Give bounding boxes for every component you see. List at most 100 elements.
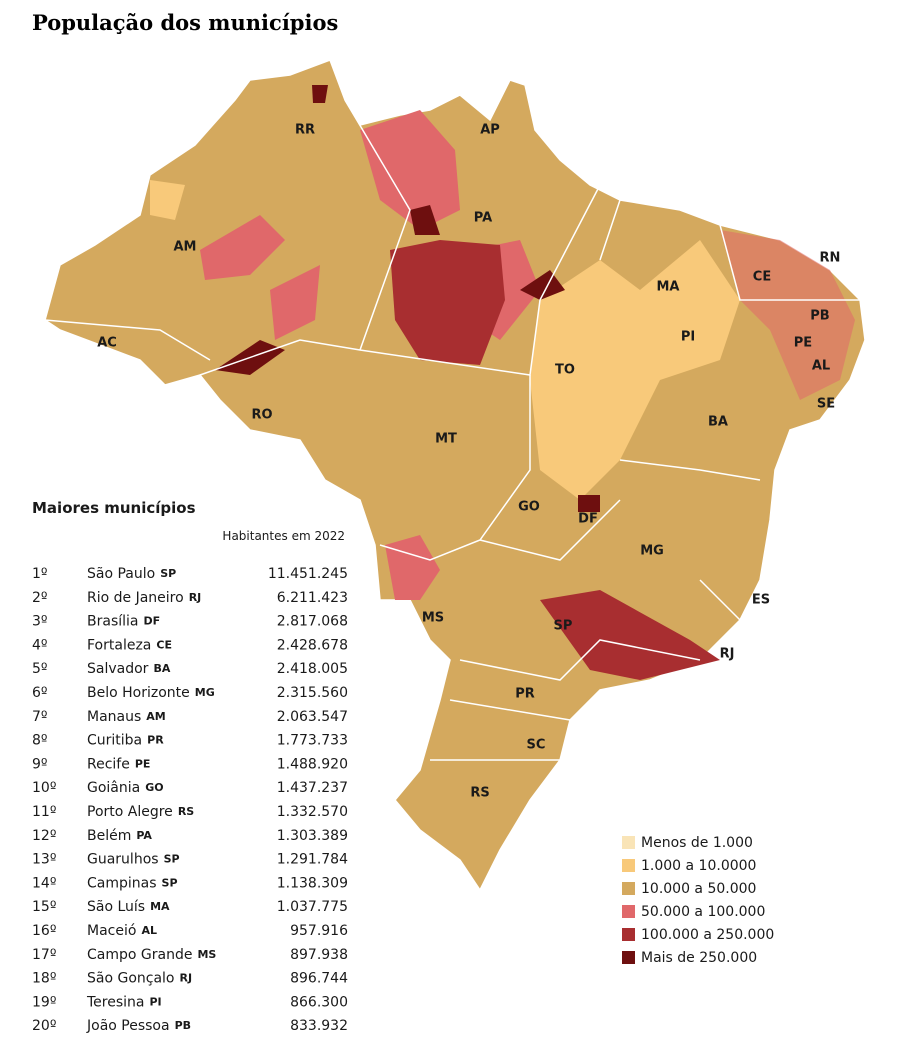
state-label: RJ bbox=[720, 647, 735, 662]
city-name: Salvador bbox=[87, 661, 149, 677]
state-label: RO bbox=[251, 408, 272, 423]
city-name: Recife bbox=[87, 756, 130, 772]
state-code: MA bbox=[150, 900, 170, 913]
state-code: AL bbox=[141, 924, 157, 937]
rank: 20º bbox=[32, 1018, 56, 1034]
state-label: MS bbox=[422, 611, 444, 626]
legend-label: Mais de 250.000 bbox=[641, 950, 757, 966]
darkred-area bbox=[390, 240, 505, 365]
state-code: PB bbox=[175, 1019, 191, 1032]
population: 1.488.920 bbox=[277, 756, 348, 772]
rank: 19º bbox=[32, 994, 56, 1010]
city-name: Campinas bbox=[87, 875, 157, 891]
state-code: PA bbox=[136, 829, 152, 842]
population: 1.303.389 bbox=[277, 828, 348, 844]
rank: 6º bbox=[32, 685, 48, 701]
city-name: Guarulhos bbox=[87, 852, 159, 868]
city: Fortaleza CE bbox=[87, 637, 172, 653]
light-area bbox=[150, 180, 185, 220]
state-label: GO bbox=[518, 500, 540, 515]
state-code: RJ bbox=[180, 972, 193, 985]
population: 866.300 bbox=[290, 994, 348, 1010]
state-label: BA bbox=[708, 415, 728, 430]
legend-swatch bbox=[622, 905, 635, 918]
darkest-area bbox=[578, 495, 600, 512]
state-code: DF bbox=[143, 615, 160, 628]
city: Manaus AM bbox=[87, 709, 166, 725]
rank: 15º bbox=[32, 899, 56, 915]
rank: 10º bbox=[32, 780, 56, 796]
city: Salvador BA bbox=[87, 661, 171, 677]
legend-label: 1.000 a 10.0000 bbox=[641, 858, 756, 874]
city: Campo Grande MS bbox=[87, 947, 216, 963]
state-code: SP bbox=[162, 876, 178, 889]
state-label: RR bbox=[295, 123, 315, 138]
rank: 11º bbox=[32, 804, 56, 820]
state-label: PR bbox=[515, 687, 535, 702]
rank: 2º bbox=[32, 590, 48, 606]
population: 2.315.560 bbox=[277, 685, 348, 701]
state-code: RJ bbox=[189, 591, 202, 604]
darkest-area bbox=[410, 205, 440, 235]
rank: 13º bbox=[32, 852, 56, 868]
city-name: Goiânia bbox=[87, 780, 140, 796]
map bbox=[44, 59, 866, 892]
population: 1.332.570 bbox=[277, 804, 348, 820]
state-code: MS bbox=[197, 948, 216, 961]
rank: 4º bbox=[32, 637, 48, 653]
city: Guarulhos SP bbox=[87, 852, 180, 868]
city-name: Porto Alegre bbox=[87, 804, 173, 820]
legend-swatch bbox=[622, 836, 635, 849]
rank: 16º bbox=[32, 923, 56, 939]
state-label: AM bbox=[174, 240, 197, 255]
rank: 5º bbox=[32, 661, 48, 677]
city: Belo Horizonte MG bbox=[87, 685, 215, 701]
rank: 14º bbox=[32, 875, 56, 891]
population: 2.817.068 bbox=[277, 614, 348, 630]
state-label: MA bbox=[657, 280, 680, 295]
rank: 7º bbox=[32, 709, 48, 725]
population: 833.932 bbox=[290, 1018, 348, 1034]
legend-label: 100.000 a 250.000 bbox=[641, 927, 774, 943]
city: Maceió AL bbox=[87, 923, 157, 939]
population: 896.744 bbox=[290, 971, 348, 987]
city: São Paulo SP bbox=[87, 566, 176, 582]
legend-swatch bbox=[622, 951, 635, 964]
pink-area bbox=[200, 215, 285, 280]
rank: 17º bbox=[32, 947, 56, 963]
pink-area bbox=[720, 230, 855, 400]
rank: 12º bbox=[32, 828, 56, 844]
legend-swatch bbox=[622, 882, 635, 895]
city-name: Rio de Janeiro bbox=[87, 590, 184, 606]
state-code: MG bbox=[195, 686, 215, 699]
city-name: São Gonçalo bbox=[87, 971, 175, 987]
population: 2.428.678 bbox=[277, 637, 348, 653]
rank: 8º bbox=[32, 733, 48, 749]
state-label: MG bbox=[640, 544, 664, 559]
city-name: Maceió bbox=[87, 923, 136, 939]
title: População dos municípios bbox=[32, 10, 338, 35]
state-label: PI bbox=[681, 330, 695, 345]
population: 1.437.237 bbox=[277, 780, 348, 796]
state-code: PI bbox=[149, 995, 161, 1008]
pink-area bbox=[270, 265, 320, 340]
population: 1.291.784 bbox=[277, 852, 348, 868]
population: 957.916 bbox=[290, 923, 348, 939]
population: 897.938 bbox=[290, 947, 348, 963]
legend-label: 50.000 a 100.000 bbox=[641, 904, 765, 920]
state-label: SE bbox=[817, 397, 835, 412]
pink-area bbox=[360, 110, 460, 230]
state-label: SC bbox=[527, 738, 546, 753]
city-name: Fortaleza bbox=[87, 637, 151, 653]
population: 2.063.547 bbox=[277, 709, 348, 725]
state-code: RS bbox=[178, 805, 194, 818]
table-title: Maiores municípios bbox=[32, 499, 196, 517]
city: São Gonçalo RJ bbox=[87, 971, 192, 987]
city: João Pessoa PB bbox=[86, 1018, 191, 1034]
city-name: João Pessoa bbox=[86, 1018, 170, 1034]
city-name: Belo Horizonte bbox=[87, 685, 190, 701]
state-code: SP bbox=[160, 567, 176, 580]
rank: 9º bbox=[32, 756, 48, 772]
table-column: Habitantes em 2022 bbox=[222, 529, 345, 543]
